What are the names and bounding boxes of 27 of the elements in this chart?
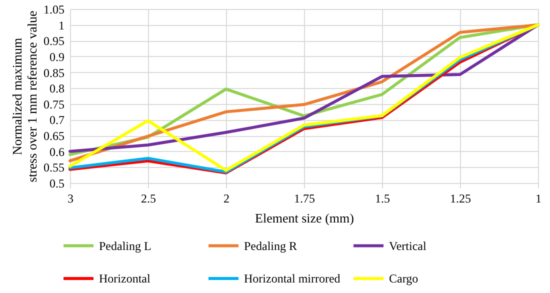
y-tick-label: 0.85 bbox=[44, 66, 64, 80]
legend-label: Pedaling L bbox=[99, 238, 152, 253]
y-tick-label: 0.5 bbox=[50, 176, 64, 190]
y-tick-label: 0.95 bbox=[44, 34, 64, 48]
y-tick-label: 0.55 bbox=[44, 160, 64, 175]
y-tick-label: 0.8 bbox=[50, 82, 64, 96]
legend-label: Pedaling R bbox=[244, 238, 297, 253]
y-tick-label: 0.75 bbox=[44, 97, 64, 112]
x-tick-label: 3 bbox=[68, 192, 74, 206]
x-tick-label: 1.25 bbox=[450, 192, 471, 206]
y-tick-label: 1 bbox=[58, 18, 64, 32]
y-tick-label: 0.9 bbox=[50, 50, 64, 64]
legend-label: Cargo bbox=[389, 272, 418, 286]
y-tick-label: 0.65 bbox=[44, 129, 64, 144]
y-tick-label: 0.7 bbox=[50, 113, 64, 128]
x-tick-label: 1 bbox=[536, 192, 542, 206]
legend-label: Horizontal bbox=[99, 272, 151, 286]
x-axis-title: Element size (mm) bbox=[255, 210, 354, 226]
legend-label: Vertical bbox=[389, 238, 427, 253]
x-tick-label: 2 bbox=[224, 192, 230, 206]
legend-label: Horizontal mirrored bbox=[244, 272, 340, 286]
x-tick-label: 1.5 bbox=[375, 192, 390, 206]
y-tick-label: 1.05 bbox=[44, 2, 64, 16]
x-tick-label: 1.75 bbox=[294, 192, 315, 206]
y-tick-label: 0.6 bbox=[50, 144, 64, 159]
y-axis-title: Normalized maximum stress over 1 mm reference value bbox=[10, 10, 40, 182]
x-tick-label: 2.5 bbox=[141, 192, 156, 206]
